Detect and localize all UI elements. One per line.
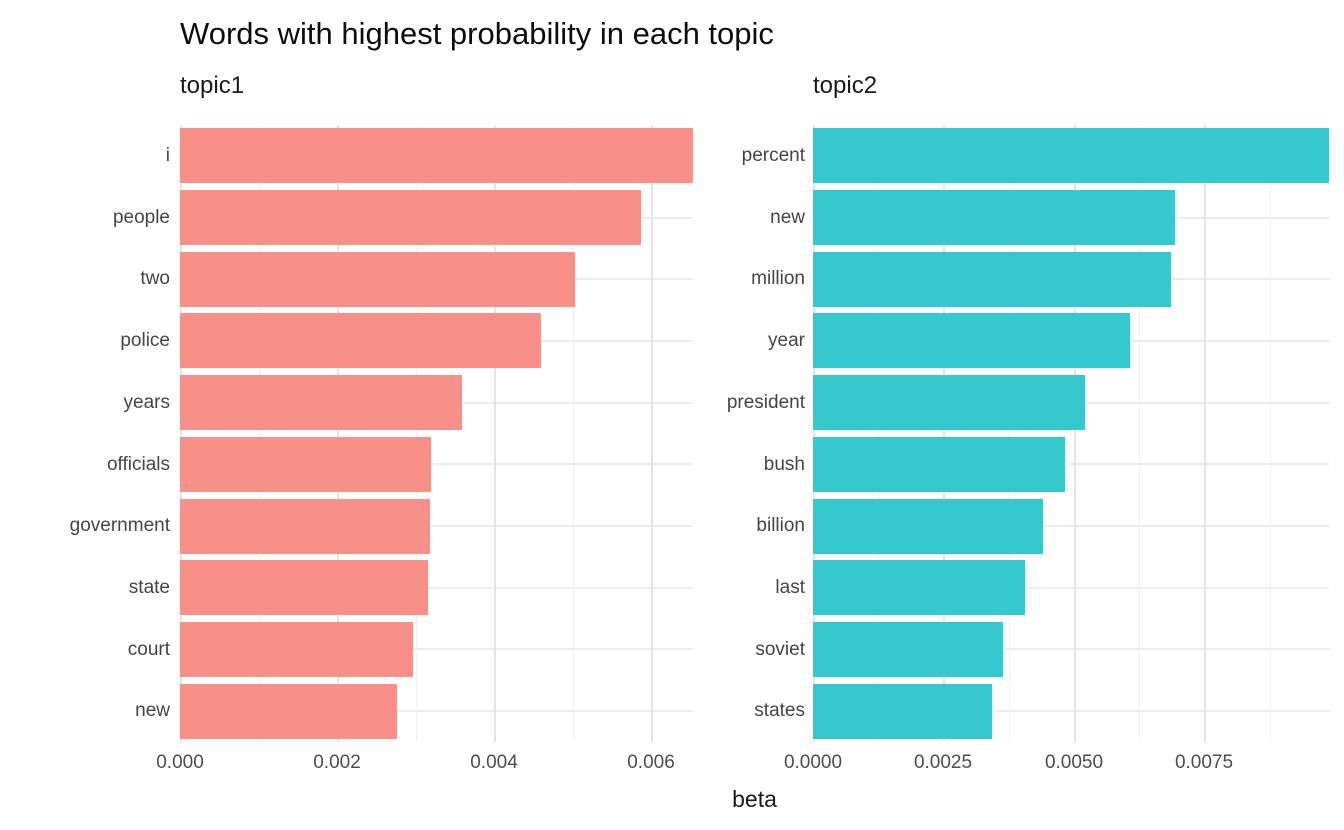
facet-panel [813, 125, 1329, 742]
gridline-vertical-minor [259, 125, 260, 742]
gridline-horizontal [813, 525, 1329, 527]
gridline-vertical-major [180, 125, 182, 742]
y-axis-label: years [123, 392, 170, 413]
gridline-vertical-major [494, 125, 496, 742]
bar [813, 313, 1130, 368]
gridline-horizontal [180, 525, 693, 527]
bar [180, 375, 462, 430]
gridline-horizontal [813, 463, 1329, 465]
y-axis-label: bush [763, 454, 805, 475]
x-tick-label: 0.002 [313, 752, 361, 773]
gridline-horizontal [180, 710, 693, 712]
y-axis-label: new [770, 207, 805, 228]
x-tick-label: 0.0000 [783, 752, 843, 773]
facet-panel [180, 125, 693, 742]
bar [813, 437, 1065, 492]
gridline-vertical-minor [1009, 125, 1010, 742]
bar [180, 499, 430, 554]
y-axis-label: percent [741, 145, 805, 166]
y-axis-label: police [120, 330, 170, 351]
bar [813, 190, 1175, 245]
x-tick-label: 0.0075 [1174, 752, 1234, 773]
y-axis-label: million [751, 268, 805, 289]
gridline-vertical-major [943, 125, 945, 742]
bar [180, 128, 693, 183]
bar [180, 437, 431, 492]
bar [180, 684, 397, 739]
bar [180, 252, 575, 307]
gridline-horizontal [813, 648, 1329, 650]
gridline-vertical-minor [573, 125, 574, 742]
y-axis-label: year [768, 330, 805, 351]
gridline-vertical-major [813, 125, 815, 742]
y-axis-label: states [754, 700, 805, 721]
gridline-vertical-major [1204, 125, 1206, 742]
gridline-horizontal [813, 710, 1329, 712]
gridline-horizontal [180, 463, 693, 465]
gridline-vertical-minor [416, 125, 417, 742]
bar [813, 128, 1329, 183]
gridline-vertical-minor [878, 125, 879, 742]
bar [180, 313, 541, 368]
bar [180, 560, 428, 615]
y-axis-label: last [775, 577, 805, 598]
y-axis-label: officials [106, 454, 170, 475]
bar [180, 622, 413, 677]
y-axis-label: new [135, 700, 170, 721]
gridline-horizontal [180, 587, 693, 589]
y-axis-label: billion [756, 515, 805, 536]
y-axis-label: i [165, 145, 170, 166]
bar [180, 190, 641, 245]
bar [813, 499, 1043, 554]
x-axis-title: beta [732, 786, 777, 812]
y-axis-label: two [140, 268, 170, 289]
gridline-vertical-major [1074, 125, 1076, 742]
gridline-horizontal [813, 587, 1329, 589]
bar [813, 622, 1003, 677]
bar [813, 684, 992, 739]
bar [813, 252, 1171, 307]
y-axis-label: people [112, 207, 170, 228]
gridline-vertical-major [651, 125, 653, 742]
bar [813, 560, 1025, 615]
facet-strip-label: topic2 [813, 72, 878, 99]
x-tick-label: 0.006 [627, 752, 675, 773]
y-axis-label: government [69, 515, 170, 536]
chart-title: Words with highest probability in each t… [180, 16, 774, 51]
gridline-horizontal [180, 648, 693, 650]
gridline-vertical-minor [1139, 125, 1140, 742]
y-axis-label: state [128, 577, 170, 598]
gridline-vertical-minor [1270, 125, 1271, 742]
gridline-vertical-major [337, 125, 339, 742]
y-axis-label: president [726, 392, 805, 413]
x-tick-label: 0.0050 [1044, 752, 1104, 773]
facet-strip-label: topic1 [180, 72, 245, 99]
bar [813, 375, 1085, 430]
y-axis-label: court [127, 639, 170, 660]
x-tick-label: 0.000 [156, 752, 204, 773]
y-axis-label: soviet [755, 639, 805, 660]
x-tick-label: 0.004 [470, 752, 518, 773]
x-tick-label: 0.0025 [913, 752, 973, 773]
